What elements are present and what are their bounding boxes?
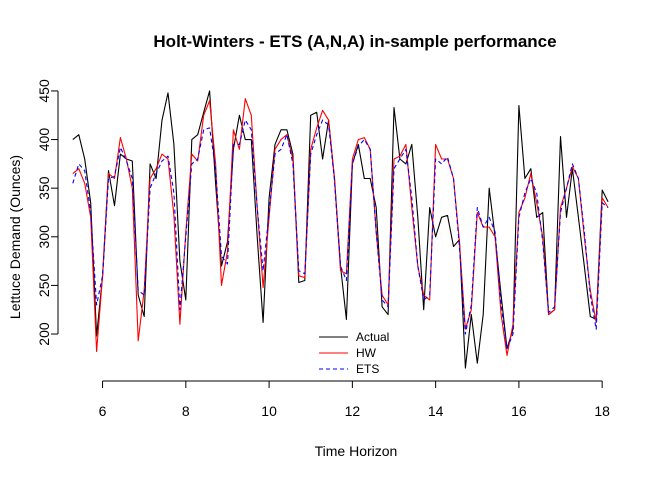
y-tick-label: 350 (36, 176, 52, 200)
y-tick-label: 250 (36, 274, 52, 298)
x-axis-label: Time Horizon (315, 443, 398, 459)
x-tick-label: 12 (345, 403, 361, 419)
y-axis-label: Lettuce Demand (Ounces) (7, 155, 23, 319)
x-tick-label: 18 (594, 403, 610, 419)
x-tick-label: 16 (511, 403, 527, 419)
chart-title: Holt-Winters - ETS (A,N,A) in-sample per… (153, 32, 556, 51)
y-tick-label: 300 (36, 225, 52, 249)
y-tick-label: 450 (36, 79, 52, 103)
legend-label-actual: Actual (356, 330, 389, 344)
y-axis: 200 250 300 350 400 450 (36, 79, 59, 346)
x-tick-label: 8 (182, 403, 190, 419)
series-line-hw (72, 98, 609, 356)
legend-label-ets: ETS (356, 362, 379, 376)
series-line-ets (72, 119, 609, 350)
x-axis: 6 8 10 12 14 16 18 (99, 380, 610, 419)
x-tick-label: 10 (261, 403, 277, 419)
x-tick-label: 14 (428, 403, 444, 419)
series-line-actual (72, 90, 609, 369)
y-tick-label: 400 (36, 128, 52, 152)
series-layer (72, 90, 609, 369)
legend-label-hw: HW (356, 346, 377, 360)
x-tick-label: 6 (99, 403, 107, 419)
y-tick-label: 200 (36, 322, 52, 346)
legend: Actual HW ETS (319, 330, 389, 376)
